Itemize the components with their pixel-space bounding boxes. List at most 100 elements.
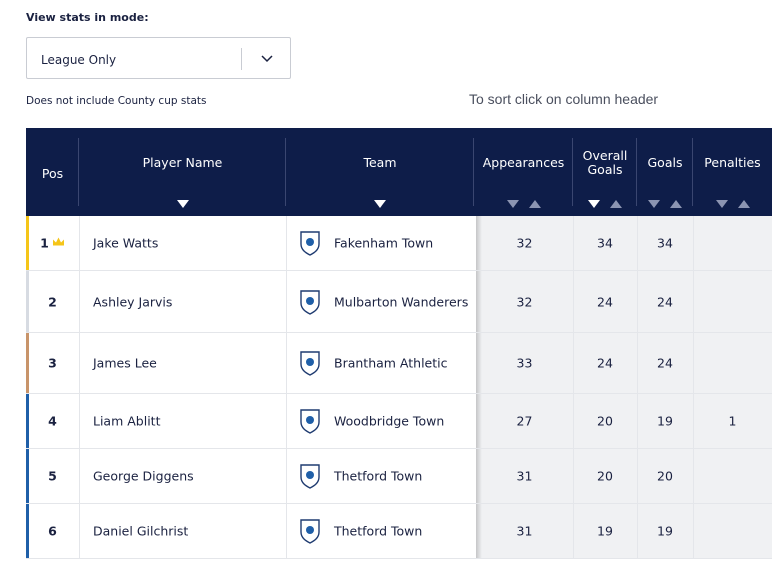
header-divider <box>692 138 693 206</box>
player-name[interactable]: George Diggens <box>93 468 194 484</box>
header-goals-label: Goals <box>647 155 683 170</box>
header-player[interactable]: Player Name <box>79 128 286 216</box>
header-penalties[interactable]: Penalties <box>693 128 772 216</box>
header-pos[interactable]: Pos <box>26 128 79 216</box>
goals-cell: 34 <box>637 216 694 270</box>
player-name[interactable]: James Lee <box>93 355 157 371</box>
position-marker <box>26 216 29 270</box>
team-cell[interactable]: Thetford Town <box>286 504 476 558</box>
overall-goals-cell: 19 <box>573 504 638 558</box>
player-name[interactable]: Liam Ablitt <box>93 413 161 429</box>
pos-number: 5 <box>48 468 57 484</box>
table-row[interactable]: 2 Ashley Jarvis Mulbarton Wanderers 32 2… <box>26 271 772 333</box>
sort-down-icon[interactable] <box>588 200 600 208</box>
penalties-cell <box>693 333 772 393</box>
sort-arrows <box>474 200 573 208</box>
goals-value: 24 <box>657 355 673 371</box>
team-name[interactable]: Fakenham Town <box>334 235 434 251</box>
stats-background <box>476 333 772 393</box>
appearances-cell: 31 <box>476 504 574 558</box>
mode-select[interactable]: League Only <box>26 37 291 79</box>
table-row[interactable]: 1 Jake Watts Fakenham Town 32 34 34 <box>26 216 772 271</box>
team-cell[interactable]: Mulbarton Wanderers <box>286 271 476 332</box>
header-penalties-label: Penalties <box>704 155 761 170</box>
team-name[interactable]: Brantham Athletic <box>334 355 448 371</box>
header-appearances[interactable]: Appearances <box>474 128 573 216</box>
appearances-cell: 31 <box>476 449 574 503</box>
player-name[interactable]: Daniel Gilchrist <box>93 523 189 539</box>
stats-background <box>476 504 772 558</box>
sort-arrows <box>573 200 637 208</box>
player-cell[interactable]: Jake Watts <box>79 216 287 270</box>
sort-up-icon[interactable] <box>528 200 541 208</box>
sort-up-icon[interactable] <box>670 200 682 208</box>
player-cell[interactable]: Daniel Gilchrist <box>79 504 287 558</box>
team-cell[interactable]: Fakenham Town <box>286 216 476 270</box>
table-row[interactable]: 6 Daniel Gilchrist Thetford Town 31 19 1… <box>26 504 772 559</box>
appearances-value: 33 <box>516 355 533 371</box>
overall-goals-value: 20 <box>597 413 613 429</box>
header-divider <box>285 138 286 206</box>
sort-down-icon[interactable] <box>715 200 728 208</box>
table-header: Pos Player Name Team Appearances Overall… <box>26 128 772 216</box>
team-cell[interactable]: Thetford Town <box>286 449 476 503</box>
pos-cell: 3 <box>26 333 80 393</box>
player-name[interactable]: Ashley Jarvis <box>93 294 173 309</box>
header-overall-goals-label: Goals <box>587 162 623 177</box>
team-name[interactable]: Thetford Town <box>334 468 423 484</box>
table-row[interactable]: 5 George Diggens Thetford Town 31 20 20 <box>26 449 772 504</box>
player-cell[interactable]: James Lee <box>79 333 287 393</box>
player-cell[interactable]: Ashley Jarvis <box>79 271 287 332</box>
appearances-value: 31 <box>516 523 533 539</box>
stats-background <box>476 449 772 503</box>
goals-cell: 20 <box>637 449 694 503</box>
team-crest-icon <box>300 351 320 376</box>
player-cell[interactable]: George Diggens <box>79 449 287 503</box>
overall-goals-cell: 20 <box>573 394 638 448</box>
team-cell[interactable]: Brantham Athletic <box>286 333 476 393</box>
goals-cell: 24 <box>637 271 694 332</box>
stats-shadow <box>476 504 482 558</box>
stats-shadow <box>476 216 482 270</box>
team-name[interactable]: Woodbridge Town <box>334 413 445 429</box>
header-overall-goals[interactable]: Overall Goals <box>573 128 637 216</box>
team-name[interactable]: Mulbarton Wanderers <box>334 294 469 309</box>
pos-number: 4 <box>48 413 57 429</box>
appearances-value: 31 <box>516 468 533 484</box>
overall-goals-value: 24 <box>597 294 613 309</box>
sort-down-icon[interactable] <box>176 200 189 208</box>
overall-goals-cell: 24 <box>573 333 638 393</box>
header-overall-label: Overall <box>582 148 628 163</box>
overall-goals-cell: 34 <box>573 216 638 270</box>
goals-value: 19 <box>657 413 673 429</box>
chevron-down-icon[interactable] <box>259 51 275 67</box>
stats-shadow <box>476 333 482 393</box>
player-cell[interactable]: Liam Ablitt <box>79 394 287 448</box>
position-marker <box>26 333 29 393</box>
overall-goals-value: 24 <box>597 355 613 371</box>
sort-up-icon[interactable] <box>610 200 622 208</box>
header-goals[interactable]: Goals <box>637 128 693 216</box>
appearances-value: 32 <box>516 235 533 251</box>
table-row[interactable]: 4 Liam Ablitt Woodbridge Town 27 20 19 <box>26 394 772 449</box>
appearances-value: 32 <box>516 294 533 309</box>
stats-shadow <box>476 394 482 448</box>
player-name[interactable]: Jake Watts <box>93 235 159 251</box>
mode-select-value: League Only <box>41 53 117 67</box>
sort-down-icon[interactable] <box>648 200 660 208</box>
header-team[interactable]: Team <box>286 128 474 216</box>
mode-label: View stats in mode: <box>26 11 149 24</box>
penalties-cell <box>693 216 772 270</box>
header-divider <box>473 138 474 206</box>
team-crest-icon <box>300 519 320 544</box>
sort-arrows <box>286 200 474 208</box>
sort-up-icon[interactable] <box>737 200 750 208</box>
team-cell[interactable]: Woodbridge Town <box>286 394 476 448</box>
goals-cell: 24 <box>637 333 694 393</box>
stats-background <box>476 394 772 448</box>
penalties-cell <box>693 449 772 503</box>
sort-down-icon[interactable] <box>506 200 519 208</box>
table-row[interactable]: 3 James Lee Brantham Athletic 33 24 24 <box>26 333 772 394</box>
sort-down-icon[interactable] <box>374 200 386 208</box>
team-name[interactable]: Thetford Town <box>334 523 423 539</box>
